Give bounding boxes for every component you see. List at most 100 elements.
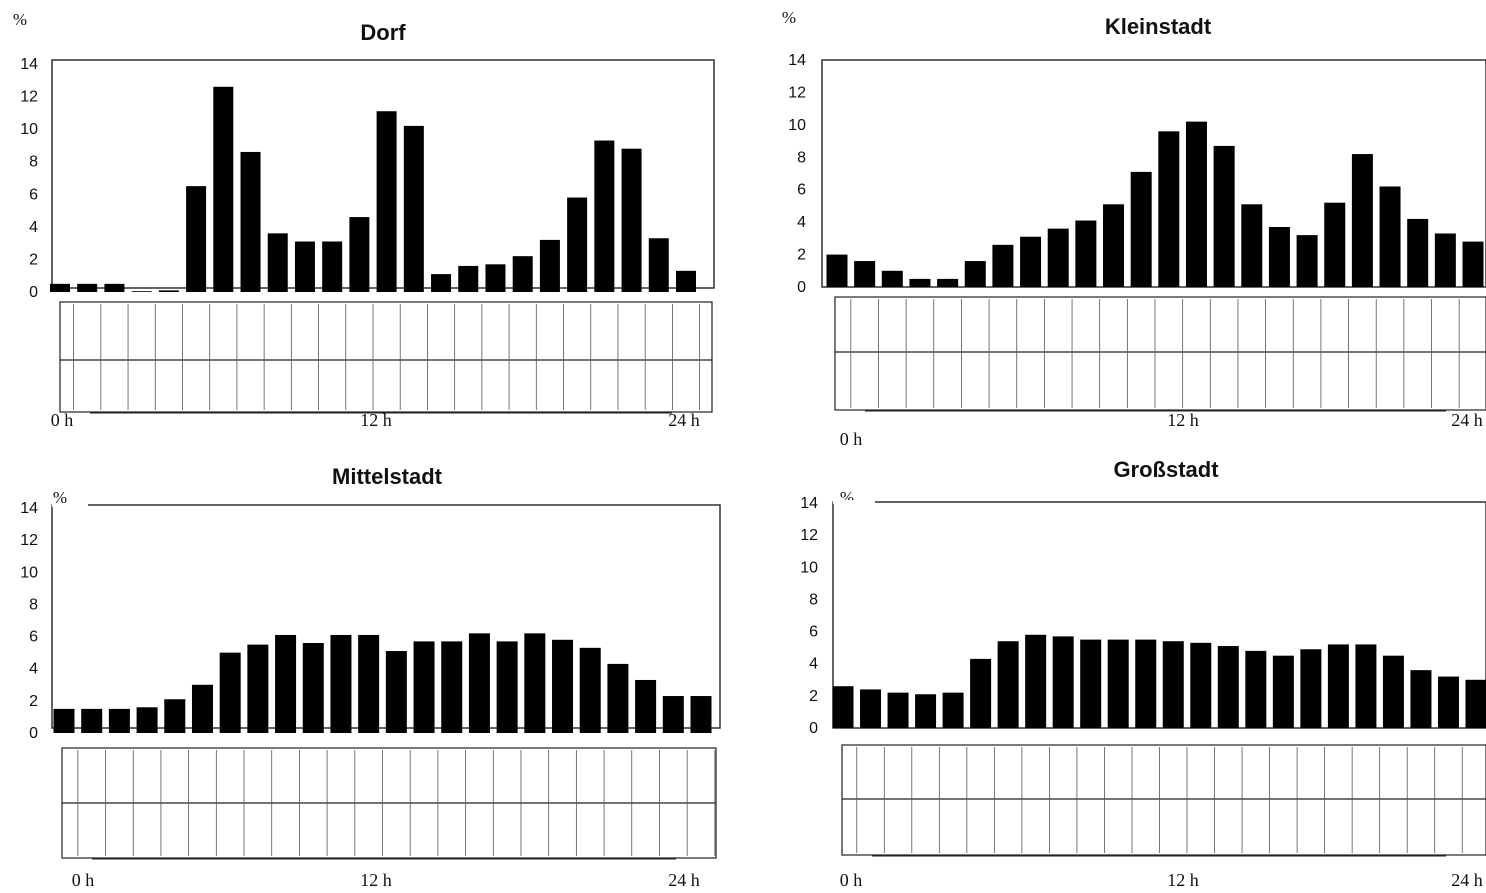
- panel-dorf: Dorf % 0 h 12 h 24 h 0 2 4 6 8 10 12 14: [13, 10, 715, 430]
- mittelstadt-y-tick-label: 8: [29, 596, 38, 613]
- kleinstadt-data-table: [834, 296, 1486, 411]
- dorf-y-tick-label: 10: [20, 121, 38, 138]
- dorf-bar: [621, 148, 642, 292]
- grossstadt-plot-frame: [832, 501, 1486, 729]
- kleinstadt-hour-label-start: 0 h: [840, 429, 863, 449]
- dorf-bar: [104, 283, 125, 292]
- grossstadt-bar: [997, 641, 1019, 728]
- dorf-hour-label-end: 24 h: [668, 410, 700, 430]
- grossstadt-y-tick-label: 12: [800, 527, 818, 544]
- kleinstadt-y-tick-label: 12: [788, 84, 806, 101]
- kleinstadt-bar: [1213, 145, 1235, 287]
- dorf-bar: [539, 239, 560, 292]
- dorf-bar: [186, 186, 207, 292]
- mittelstadt-bar: [275, 634, 297, 733]
- panel-kleinstadt: Kleinstadt % 0 h 12 h 24 h 0 2 4 6 8 10 12 14: [782, 8, 1486, 449]
- grossstadt-y-tick-label: 4: [809, 656, 818, 673]
- grossstadt-bar: [1135, 639, 1157, 728]
- kleinstadt-bar: [1020, 236, 1042, 287]
- grossstadt-bar: [1300, 649, 1322, 728]
- mittelstadt-y-tick-label: 0: [29, 725, 38, 742]
- grossstadt-bar: [1465, 679, 1486, 728]
- grossstadt-bar: [1025, 634, 1047, 728]
- mittelstadt-bar: [413, 641, 435, 733]
- mittelstadt-bar: [330, 634, 352, 733]
- grossstadt-y-tick-label: 0: [809, 720, 818, 737]
- dorf-bar: [77, 283, 98, 292]
- kleinstadt-bar: [1103, 204, 1125, 287]
- grossstadt-bar: [860, 689, 882, 728]
- mittelstadt-bar: [524, 633, 546, 733]
- dorf-bar: [458, 265, 479, 292]
- mittelstadt-bar: [108, 708, 130, 733]
- mittelstadt-y-tick-label: 14: [20, 500, 38, 517]
- dorf-y-tick-label: 2: [29, 251, 38, 268]
- kleinstadt-title: Kleinstadt: [1105, 14, 1212, 39]
- mittelstadt-bar: [247, 644, 269, 733]
- mittelstadt-unit-label: %: [53, 488, 67, 507]
- grossstadt-hour-label-end: 24 h: [1451, 870, 1483, 890]
- grossstadt-y-tick-label: 10: [800, 559, 818, 576]
- grossstadt-bar: [887, 692, 909, 728]
- dorf-y-tick-label: 12: [20, 89, 38, 106]
- panel-grossstadt: Großstadt % 0 h 12 h 24 h 0 2 4 6 8 10 12 14: [800, 457, 1486, 890]
- mittelstadt-bar: [441, 641, 463, 733]
- kleinstadt-bar: [881, 270, 903, 287]
- mittelstadt-bar: [579, 647, 601, 733]
- mittelstadt-y-tick-label: 6: [29, 629, 38, 646]
- mittelstadt-bar: [358, 634, 380, 733]
- grossstadt-title: Großstadt: [1113, 457, 1219, 482]
- mittelstadt-bar: [385, 651, 407, 733]
- kleinstadt-y-tick-label: 2: [797, 247, 806, 264]
- kleinstadt-bar: [1241, 204, 1263, 287]
- dorf-bar: [158, 290, 179, 292]
- dorf-y-tick-label: 14: [20, 56, 38, 73]
- mittelstadt-bar: [191, 684, 213, 733]
- kleinstadt-bar: [1158, 131, 1180, 287]
- grossstadt-bar: [1327, 644, 1349, 728]
- grossstadt-data-table: [841, 744, 1486, 856]
- mittelstadt-bar: [219, 652, 241, 733]
- grossstadt-bar: [915, 694, 937, 728]
- kleinstadt-y-tick-label: 14: [788, 52, 806, 69]
- dorf-bar: [213, 86, 234, 292]
- grossstadt-bar: [1080, 639, 1102, 728]
- kleinstadt-bar: [854, 261, 876, 287]
- kleinstadt-bar: [1324, 202, 1346, 287]
- kleinstadt-bar: [937, 278, 959, 287]
- kleinstadt-plot-frame: [821, 59, 1486, 288]
- kleinstadt-hour-label-end: 24 h: [1451, 410, 1483, 430]
- grossstadt-y-tick-label: 6: [809, 624, 818, 641]
- mittelstadt-bar: [496, 641, 518, 733]
- kleinstadt-y-tick-label: 6: [797, 182, 806, 199]
- kleinstadt-hour-label-mid: 12 h: [1167, 410, 1199, 430]
- grossstadt-bar: [970, 658, 992, 728]
- kleinstadt-y-tick-label: 10: [788, 117, 806, 134]
- dorf-y-tick-label: 4: [29, 219, 38, 236]
- kleinstadt-bar: [992, 244, 1014, 287]
- dorf-bar: [294, 241, 315, 292]
- mittelstadt-y-tick-label: 12: [20, 532, 38, 549]
- kleinstadt-bar: [826, 254, 848, 287]
- mittelstadt-y-tick-label: 2: [29, 693, 38, 710]
- grossstadt-bar: [1410, 670, 1432, 728]
- dorf-bar: [240, 151, 261, 292]
- mittelstadt-y-tick-label: 10: [20, 564, 38, 581]
- dorf-bar: [376, 111, 397, 292]
- dorf-hour-label-mid: 12 h: [360, 410, 392, 430]
- mittelstadt-hour-label-start: 0 h: [72, 870, 95, 890]
- mittelstadt-bar: [302, 643, 324, 733]
- mittelstadt-hour-label-mid: 12 h: [360, 870, 392, 890]
- dorf-bar: [512, 256, 533, 292]
- kleinstadt-bar: [964, 261, 986, 287]
- panel-mittelstadt: Mittelstadt % 0 h 12 h 24 h 0 2 4 6 8 10 12 14: [20, 464, 721, 890]
- grossstadt-bar: [1217, 646, 1239, 728]
- grossstadt-y-tick-label: 14: [800, 495, 818, 512]
- dorf-bar: [322, 241, 343, 292]
- grossstadt-bar: [1355, 644, 1377, 728]
- mittelstadt-title: Mittelstadt: [332, 464, 443, 489]
- dorf-y-tick-label: 8: [29, 154, 38, 171]
- mittelstadt-bar: [53, 708, 75, 733]
